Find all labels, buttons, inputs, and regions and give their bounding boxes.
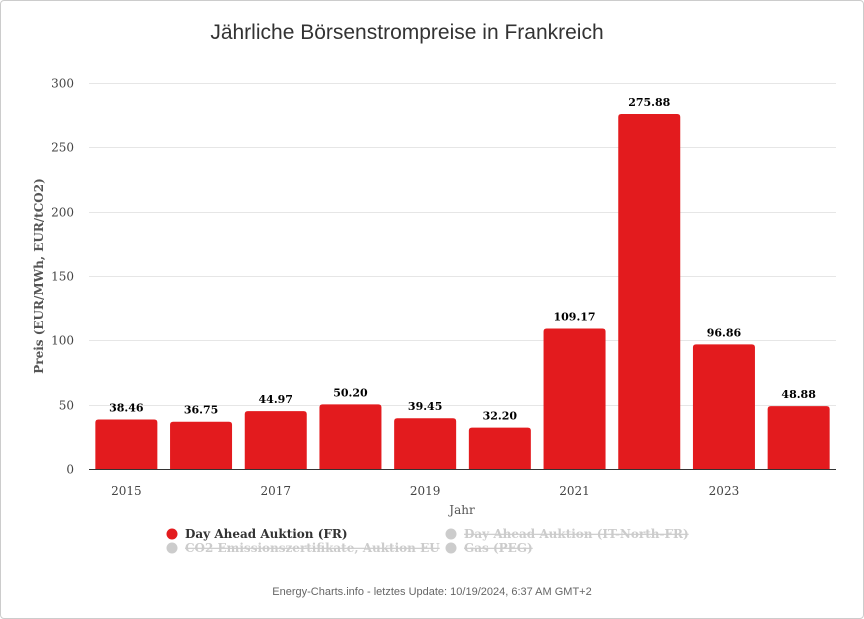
- legend-label-co2: CO2 Emissionszertifikate, Auktion EU: [185, 541, 440, 555]
- legend-symbol-gas-peg: [445, 542, 457, 554]
- x-tick-label: 2015: [111, 484, 142, 498]
- y-axis-ticks: 0 50 100 150 200 250 300: [51, 77, 74, 477]
- legend-symbol-co2: [166, 542, 178, 554]
- x-tick-label: 2021: [559, 484, 590, 498]
- credits[interactable]: Energy-Charts.info - letztes Update: 10/…: [272, 586, 591, 598]
- legend-label-day-ahead-it-north-fr: Day Ahead Auktion (IT-North-FR): [464, 527, 689, 541]
- data-labels: 38.46 36.75 44.97 50.20 39.45 32.20 109.17 275.…: [109, 96, 816, 423]
- legend-symbol-day-ahead-it-north-fr: [445, 528, 457, 540]
- data-label-2024: 48.88: [781, 388, 816, 401]
- legend-item-day-ahead-it-north-fr[interactable]: Day Ahead Auktion (IT-North-FR): [445, 527, 689, 541]
- y-tick-label: 150: [51, 270, 74, 284]
- y-tick-label: 200: [51, 206, 74, 220]
- legend-label-day-ahead-fr: Day Ahead Auktion (FR): [185, 527, 348, 541]
- bar-2018[interactable]: [319, 404, 382, 469]
- bar-2016[interactable]: [170, 421, 233, 469]
- y-tick-label: 250: [51, 141, 74, 155]
- x-axis-ticks: 2015 2017 2019 2021 2023: [111, 484, 739, 498]
- y-tick-label: 100: [51, 334, 74, 348]
- y-axis-title: Preis (EUR/MWh, EUR/tCO2): [32, 178, 46, 374]
- legend-item-day-ahead-fr[interactable]: Day Ahead Auktion (FR): [166, 527, 348, 541]
- x-tick-label: 2019: [410, 484, 441, 498]
- bar-2021[interactable]: [543, 328, 606, 469]
- legend-item-gas-peg[interactable]: Gas (PEG): [445, 541, 533, 555]
- x-tick-label: 2017: [260, 484, 291, 498]
- data-label-2020: 32.20: [483, 410, 518, 423]
- bar-series[interactable]: [95, 114, 830, 470]
- data-label-2023: 96.86: [707, 326, 742, 339]
- bar-2022[interactable]: [618, 114, 681, 470]
- x-axis-title: Jahr: [447, 503, 475, 517]
- bar-2024[interactable]: [767, 406, 830, 469]
- legend: Day Ahead Auktion (FR) Day Ahead Auktion…: [166, 527, 689, 555]
- legend-symbol-day-ahead-fr: [166, 528, 178, 540]
- y-tick-label: 0: [66, 463, 74, 477]
- y-tick-label: 50: [59, 399, 74, 413]
- legend-item-co2[interactable]: CO2 Emissionszertifikate, Auktion EU: [166, 541, 441, 555]
- data-label-2018: 50.20: [333, 386, 368, 399]
- data-label-2021: 109.17: [553, 311, 595, 324]
- bar-2020[interactable]: [468, 427, 531, 469]
- bar-2019[interactable]: [394, 418, 457, 469]
- bar-2017[interactable]: [244, 411, 307, 469]
- chart-title: Jährliche Börsenstrompreise in Frankreic…: [210, 21, 603, 44]
- legend-label-gas-peg: Gas (PEG): [464, 541, 533, 555]
- bar-2015[interactable]: [95, 419, 158, 469]
- bar-2023[interactable]: [692, 344, 755, 469]
- data-label-2017: 44.97: [259, 393, 293, 406]
- x-tick-label: 2023: [709, 484, 740, 498]
- data-label-2022: 275.88: [628, 96, 670, 109]
- data-label-2015: 38.46: [109, 402, 144, 415]
- data-label-2019: 39.45: [408, 400, 442, 413]
- y-tick-label: 300: [51, 77, 74, 91]
- data-label-2016: 36.75: [184, 404, 218, 417]
